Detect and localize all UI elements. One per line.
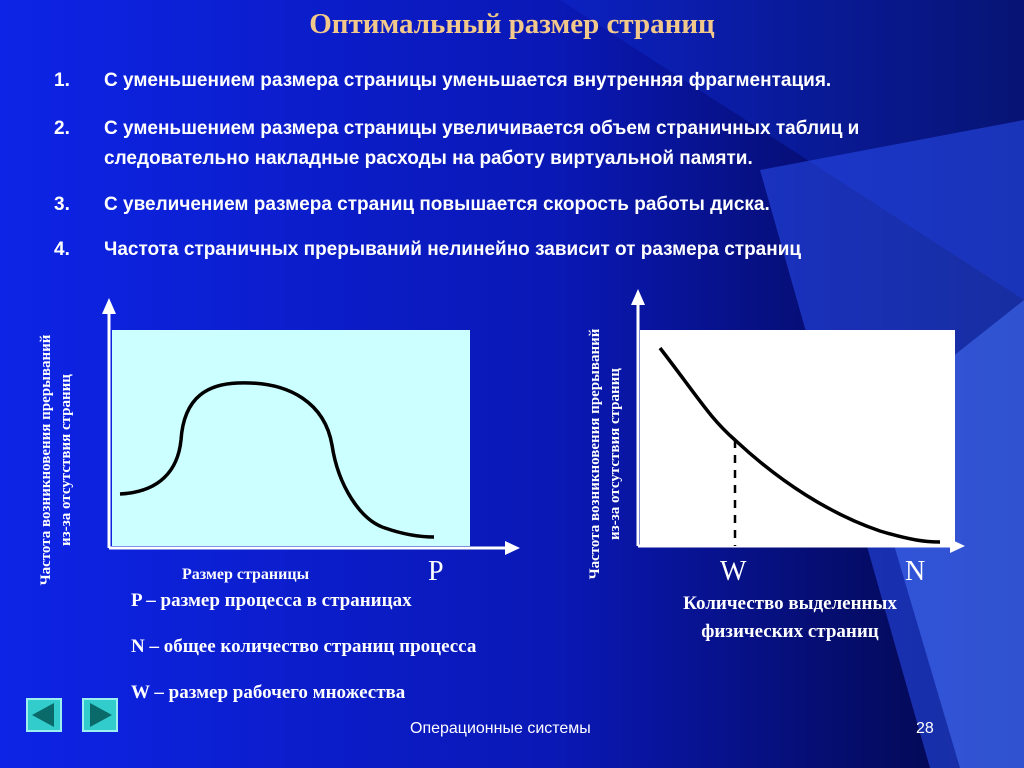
left-plot-area [112, 330, 470, 546]
right-y-axis-label: Частота возникновения прерываний из-за о… [585, 294, 625, 614]
n-axis-letter: N [905, 556, 926, 587]
legend-p: P – размер процесса в страницах [131, 590, 412, 611]
page-number: 28 [916, 720, 934, 737]
list-item-text: С уменьшением размера страницы уменьшает… [104, 70, 832, 91]
left-x-axis-label: Размер страницы [182, 566, 310, 583]
right-plot-area [640, 330, 955, 545]
list-item-text: С уменьшением размера страницы увеличива… [104, 118, 860, 169]
p-axis-letter: P [428, 556, 444, 587]
list-item-number: 4. [54, 239, 70, 260]
y-axis-label-line: Частота возникновения прерываний [587, 328, 603, 580]
legend-n: N – общее количество страниц процесса [131, 636, 477, 657]
list-item-text: Частота страничных прерываний нелинейно … [104, 239, 802, 260]
left-curve [119, 381, 435, 539]
x-axis-label-line: физических страниц [701, 621, 879, 642]
right-y-axis-arrow [631, 289, 645, 305]
next-slide-button[interactable] [82, 698, 118, 732]
right-x-axis-label: Количество выделенных физических страниц [640, 590, 940, 646]
right-curve [658, 346, 941, 544]
x-axis-label-line: Количество выделенных [683, 593, 897, 614]
left-x-axis-arrow [505, 541, 520, 555]
list-item-text: С увеличением размера страниц повышается… [104, 194, 770, 215]
list-item-number: 2. [54, 118, 70, 139]
prev-slide-button[interactable] [26, 698, 62, 732]
list-item-number: 3. [54, 194, 70, 215]
left-y-axis-arrow [102, 298, 116, 314]
legend-w: W – размер рабочего множества [131, 682, 406, 703]
w-axis-letter: W [720, 556, 747, 587]
y-axis-label-line: из-за отсутствия страниц [607, 368, 623, 540]
slide-title: Оптимальный размер страниц [309, 8, 715, 40]
right-x-axis-arrow [950, 539, 965, 553]
list-item-number: 1. [54, 70, 70, 91]
footer-text: Операционные системы [410, 720, 591, 737]
left-arrow-icon [32, 703, 54, 727]
right-arrow-icon [90, 703, 112, 727]
